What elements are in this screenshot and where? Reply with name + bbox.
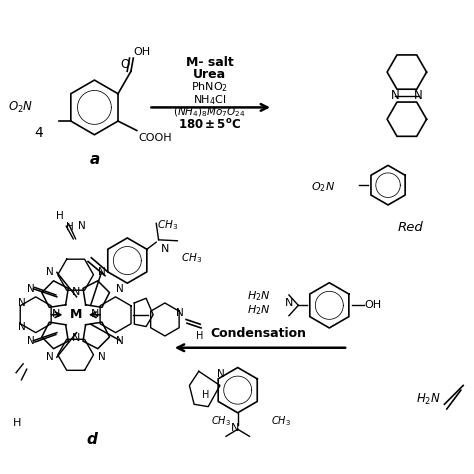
Text: $CH_3$: $CH_3$ xyxy=(271,414,291,428)
Text: Urea: Urea xyxy=(193,68,226,81)
Text: N: N xyxy=(98,267,105,277)
Text: N: N xyxy=(117,284,124,294)
Text: OH: OH xyxy=(365,301,382,310)
Text: N: N xyxy=(231,423,239,433)
Text: a: a xyxy=(89,152,100,167)
Text: H: H xyxy=(56,211,64,221)
Text: N: N xyxy=(91,309,99,319)
Text: $H_2N$: $H_2N$ xyxy=(416,392,441,407)
Text: H: H xyxy=(13,418,21,428)
Text: N: N xyxy=(52,309,61,319)
Text: N: N xyxy=(117,336,124,346)
Text: N: N xyxy=(414,89,423,102)
Text: N: N xyxy=(78,221,86,231)
Text: N: N xyxy=(218,369,225,379)
Text: Condensation: Condensation xyxy=(211,327,307,340)
Text: M: M xyxy=(70,308,82,321)
Text: N: N xyxy=(72,333,80,343)
Text: N: N xyxy=(27,336,35,346)
Text: H: H xyxy=(202,390,210,400)
Text: N: N xyxy=(72,287,80,297)
Text: H: H xyxy=(65,222,73,232)
Text: N: N xyxy=(98,352,105,362)
Text: N: N xyxy=(161,244,169,254)
Text: $CH_3$: $CH_3$ xyxy=(211,414,231,428)
Text: d: d xyxy=(87,432,98,447)
Text: $H_2N$: $H_2N$ xyxy=(247,303,271,317)
Text: $O_2N$: $O_2N$ xyxy=(8,100,33,115)
Text: O: O xyxy=(120,58,130,71)
Text: COOH: COOH xyxy=(139,133,173,143)
Text: $(NH_4)_8Mo_7O_{24}$: $(NH_4)_8Mo_7O_{24}$ xyxy=(173,106,246,119)
Text: NH$_4$Cl: NH$_4$Cl xyxy=(193,93,226,107)
Text: N: N xyxy=(46,267,54,277)
Text: $\mathbf{180 \pm 5^oC}$: $\mathbf{180 \pm 5^oC}$ xyxy=(178,118,241,132)
Text: H: H xyxy=(195,331,203,341)
Text: $H_2N$: $H_2N$ xyxy=(247,289,271,303)
Text: PhNO$_2$: PhNO$_2$ xyxy=(191,80,228,94)
Text: $CH_3$: $CH_3$ xyxy=(157,219,178,232)
Text: 4: 4 xyxy=(35,127,44,140)
Text: N: N xyxy=(27,284,35,294)
Text: OH: OH xyxy=(134,47,151,57)
Text: Red: Red xyxy=(397,221,423,234)
Text: $O_2N$: $O_2N$ xyxy=(310,181,335,194)
Text: N: N xyxy=(176,308,184,318)
Text: N: N xyxy=(18,321,26,331)
Text: N: N xyxy=(18,298,26,308)
Text: N: N xyxy=(391,89,400,102)
Text: N: N xyxy=(285,298,293,308)
Text: $CH_3$: $CH_3$ xyxy=(182,251,202,265)
Text: N: N xyxy=(46,352,54,362)
Text: M- salt: M- salt xyxy=(186,56,233,69)
